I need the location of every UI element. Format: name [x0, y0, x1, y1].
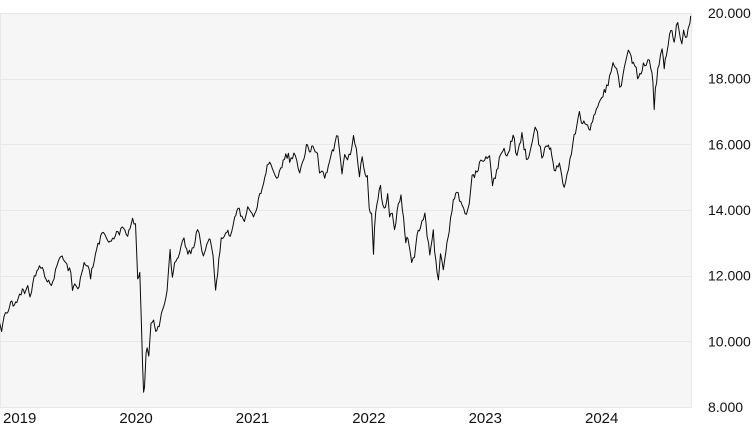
- x-axis-label: 2023: [469, 410, 502, 427]
- y-axis-label: 12.000: [708, 268, 751, 284]
- x-axis-label: 2019: [3, 410, 36, 427]
- x-axis-label: 2020: [119, 410, 152, 427]
- y-axis-label: 8.000: [708, 399, 743, 415]
- y-axis-label: 10.000: [708, 333, 751, 349]
- y-axis-label: 14.000: [708, 202, 751, 218]
- x-axis-labels: 2019 2020 2021 2022 2023 2024: [3, 410, 618, 427]
- y-axis-label: 20.000: [708, 5, 751, 21]
- x-axis-label: 2022: [352, 410, 385, 427]
- plot-borders: [0, 13, 692, 407]
- x-axis-label: 2021: [236, 410, 269, 427]
- price-line: [0, 15, 692, 393]
- x-axis-label: 2024: [585, 410, 618, 427]
- gridlines: [0, 13, 692, 408]
- y-axis-label: 16.000: [708, 136, 751, 152]
- y-axis-label: 18.000: [708, 71, 751, 87]
- y-axis-labels: 20.000 18.000 16.000 14.000 12.000 10.000 8.00…: [708, 5, 751, 415]
